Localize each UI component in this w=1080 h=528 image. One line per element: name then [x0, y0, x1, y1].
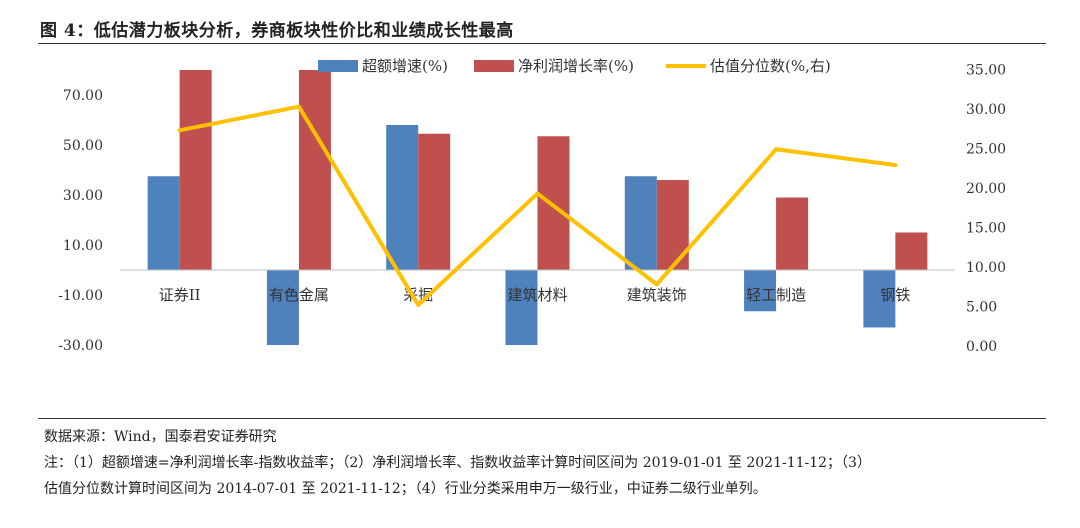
- right-axis-tick: 10.00: [966, 260, 1006, 276]
- bar-excess-growth: [505, 270, 538, 345]
- right-axis-tick: 20.00: [966, 181, 1006, 197]
- category-label: 有色金属: [269, 286, 329, 304]
- title-rule: [38, 43, 1046, 44]
- right-axis-tick: 15.00: [966, 221, 1006, 237]
- notes-block: 数据来源：Wind，国泰君安证券研究 注：（1）超额增速=净利润增长率-指数收益…: [44, 424, 1054, 502]
- combo-chart: -30.00 -10.00 10.00 30.00 50.00 70.00 0.00 5.00…: [58, 57, 1006, 355]
- left-axis-tick: 50.00: [63, 138, 103, 154]
- bar-excess-growth: [863, 270, 896, 328]
- bar-profit-growth: [179, 70, 212, 270]
- left-axis-tick: 10.00: [63, 238, 103, 254]
- bar-excess-growth: [266, 270, 299, 345]
- bar-profit-growth: [298, 70, 331, 270]
- category-label: 钢铁: [880, 286, 910, 304]
- bar-profit-growth: [895, 232, 928, 270]
- right-axis-tick: 5.00: [966, 300, 997, 316]
- note-line-2: 估值分位数计算时间区间为 2014-07-01 至 2021-11-12；（4）…: [44, 481, 767, 497]
- legend-swatch: [474, 60, 514, 72]
- legend-label: 净利润增长率(%): [518, 57, 634, 75]
- category-label: 建筑材料: [507, 286, 567, 304]
- category-label: 证券II: [159, 286, 201, 304]
- right-axis-tick: 30.00: [966, 102, 1006, 118]
- left-axis-tick: 30.00: [63, 188, 103, 204]
- valuation-point: [296, 104, 301, 109]
- bar-excess-growth: [624, 176, 657, 270]
- left-axis-tick: -10.00: [58, 288, 103, 304]
- legend-label: 超额增速(%): [362, 57, 448, 75]
- right-axis-tick: 35.00: [966, 63, 1006, 79]
- valuation-point: [654, 282, 659, 287]
- bar-excess-growth: [147, 176, 180, 270]
- legend-swatch: [318, 60, 358, 72]
- valuation-point: [774, 147, 779, 152]
- bar-excess-growth: [744, 270, 777, 312]
- legend-label: 估值分位数(%,右): [710, 57, 831, 75]
- right-axis-tick: 25.00: [966, 142, 1006, 158]
- valuation-point: [535, 191, 540, 196]
- valuation-point: [893, 163, 898, 168]
- left-axis-tick: -30.00: [58, 338, 103, 354]
- category-label: 建筑装饰: [627, 286, 687, 304]
- note-line-1: 注：（1）超额增速=净利润增长率-指数收益率；（2）净利润增长率、指数收益率计算…: [44, 455, 871, 471]
- bar-excess-growth: [386, 125, 419, 270]
- category-label: 轻工制造: [746, 286, 806, 304]
- notes-rule: [38, 418, 1046, 419]
- valuation-point: [177, 128, 182, 133]
- valuation-point: [416, 302, 421, 307]
- bar-profit-growth: [537, 136, 570, 270]
- bar-profit-growth: [418, 133, 451, 270]
- left-axis-tick: 70.00: [63, 88, 103, 104]
- source-note: 数据来源：Wind，国泰君安证券研究: [44, 429, 277, 445]
- figure-title: 图 4：低估潜力板块分析，券商板块性价比和业绩成长性最高: [40, 21, 514, 41]
- right-axis-tick: 0.00: [966, 339, 997, 355]
- bar-profit-growth: [776, 197, 809, 270]
